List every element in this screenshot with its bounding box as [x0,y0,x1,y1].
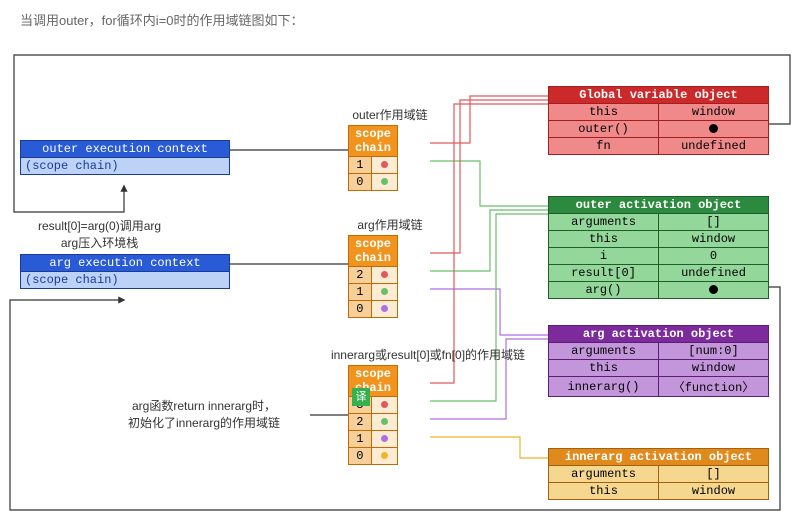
inner-scope-row-2-dot-icon [381,435,388,442]
page-title: 当调用outer，for循环内i=0时的作用域链图如下： [20,10,304,29]
global-row-1-col-0: outer() [549,121,659,138]
arg-scope-row-1-ref [371,284,397,301]
inner-scope-row-2-index: 1 [349,431,372,448]
outer_ao-row-4-col-0: arg() [549,282,659,299]
outer-scope-row-0-index: 1 [349,157,372,174]
arg_ao-row-0-col-1: [num:0] [659,343,769,360]
arg-scope-row-0-dot-icon [381,271,388,278]
inner_ao-object-title: innerarg activation object [549,449,769,466]
inner-scope-row-3-dot-icon [381,452,388,459]
connector-9 [430,214,548,401]
page-root: 当调用outer，for循环内i=0时的作用域链图如下： outer execu… [0,0,806,530]
arg-context-subtitle: (scope chain) [21,272,229,288]
outer-scope-chain-title: outer作用域链 [352,106,427,123]
arg_ao-row-1-col-1: window [659,360,769,377]
global-row-0-col-0: this [549,104,659,121]
arg_ao-object-title: arg activation object [549,326,769,343]
global-row-1-ref-dot-icon [709,124,718,133]
inner_note-label: arg函数return innerarg时，初始化了innerarg的作用域链 [128,398,280,432]
arg_ao-row-0-col-0: arguments [549,343,659,360]
outer-scope-row-0-dot-icon [381,161,388,168]
arg-scope-chain-header: scope chain [349,236,398,267]
global-object-title: Global variable object [549,87,769,104]
arg-scope-row-0-ref [371,267,397,284]
connector-6 [430,210,548,271]
arg_ao-row-2-col-0: innerarg() [549,377,659,397]
inner_ao-row-0-col-0: arguments [549,466,659,483]
inner-scope-row-1-index: 2 [349,414,372,431]
inner-scope-row-0-dot-icon [381,401,388,408]
inner-scope-row-0-ref [371,397,397,414]
outer_ao-row-1-col-0: this [549,231,659,248]
inner_ao-row-1-col-1: window [659,483,769,500]
translate-badge: 译 [352,388,370,406]
outer-scope-row-1-index: 0 [349,174,372,191]
outer-context-title: outer execution context [21,141,229,158]
arg-scope-row-1-dot-icon [381,288,388,295]
connector-8 [430,104,548,383]
outer-context-subtitle: (scope chain) [21,158,229,174]
arg-scope-row-2-ref [371,301,397,318]
arg-scope-row-2-index: 0 [349,301,372,318]
outer-scope-row-1-ref [371,174,397,191]
inner-scope-row-2-ref [371,431,397,448]
global-object-table: Global variable objectthiswindowouter()f… [548,86,769,155]
arg-execution-context: arg execution context(scope chain) [20,254,230,289]
outer_ao-row-4-ref-dot-icon [709,285,718,294]
outer_ao-row-3-col-1: undefined [659,265,769,282]
arg_ao-row-1-col-0: this [549,360,659,377]
arg-scope-row-2-dot-icon [381,305,388,312]
connector-7 [430,289,548,335]
arg-scope-row-1-index: 1 [349,284,372,301]
arg-scope-chain-title: arg作用域链 [357,216,422,233]
connector-11 [430,437,548,458]
outer_ao-row-2-col-0: i [549,248,659,265]
global-row-0-col-1: window [659,104,769,121]
inner_ao-row-1-col-0: this [549,483,659,500]
outer-scope-chain-header: scope chain [349,126,398,157]
inner-scope-row-3-ref [371,448,397,465]
inner-scope-row-1-ref [371,414,397,431]
global-row-2-col-0: fn [549,138,659,155]
inner-scope-row-3-index: 0 [349,448,372,465]
inner-scope-row-1-dot-icon [381,418,388,425]
inner_ao-row-0-col-1: [] [659,466,769,483]
outer_ao-row-3-col-0: result[0] [549,265,659,282]
outer_ao-row-0-col-0: arguments [549,214,659,231]
arg-scope-row-0-index: 2 [349,267,372,284]
outer_ao-row-4-col-1 [659,282,769,299]
outer-scope-row-0-ref [371,157,397,174]
arg_ao-object-table: arg activation objectarguments[num:0]thi… [548,325,769,397]
outer_ao-row-0-col-1: [] [659,214,769,231]
inner_ao-object-table: innerarg activation objectarguments[]thi… [548,448,769,500]
connector-3 [430,96,548,143]
outer-scope-row-1-dot-icon [381,178,388,185]
outer_ao-row-2-col-1: 0 [659,248,769,265]
outer_ao-row-1-col-1: window [659,231,769,248]
global-row-1-col-1 [659,121,769,138]
arg-context-title: arg execution context [21,255,229,272]
connector-5 [430,100,548,253]
outer-execution-context: outer execution context(scope chain) [20,140,230,175]
outer_ao-object-table: outer activation objectarguments[]thiswi… [548,196,769,299]
inner-scope-chain-title: innerarg或result[0]或fn[0]的作用域链 [331,346,525,363]
arg_note-label: result[0]=arg(0)调用argarg压入环境栈 [38,218,161,252]
connector-4 [430,161,548,206]
global-row-2-col-1: undefined [659,138,769,155]
arg_ao-row-2-col-1: 〈function〉 [659,377,769,397]
outer_ao-object-title: outer activation object [549,197,769,214]
